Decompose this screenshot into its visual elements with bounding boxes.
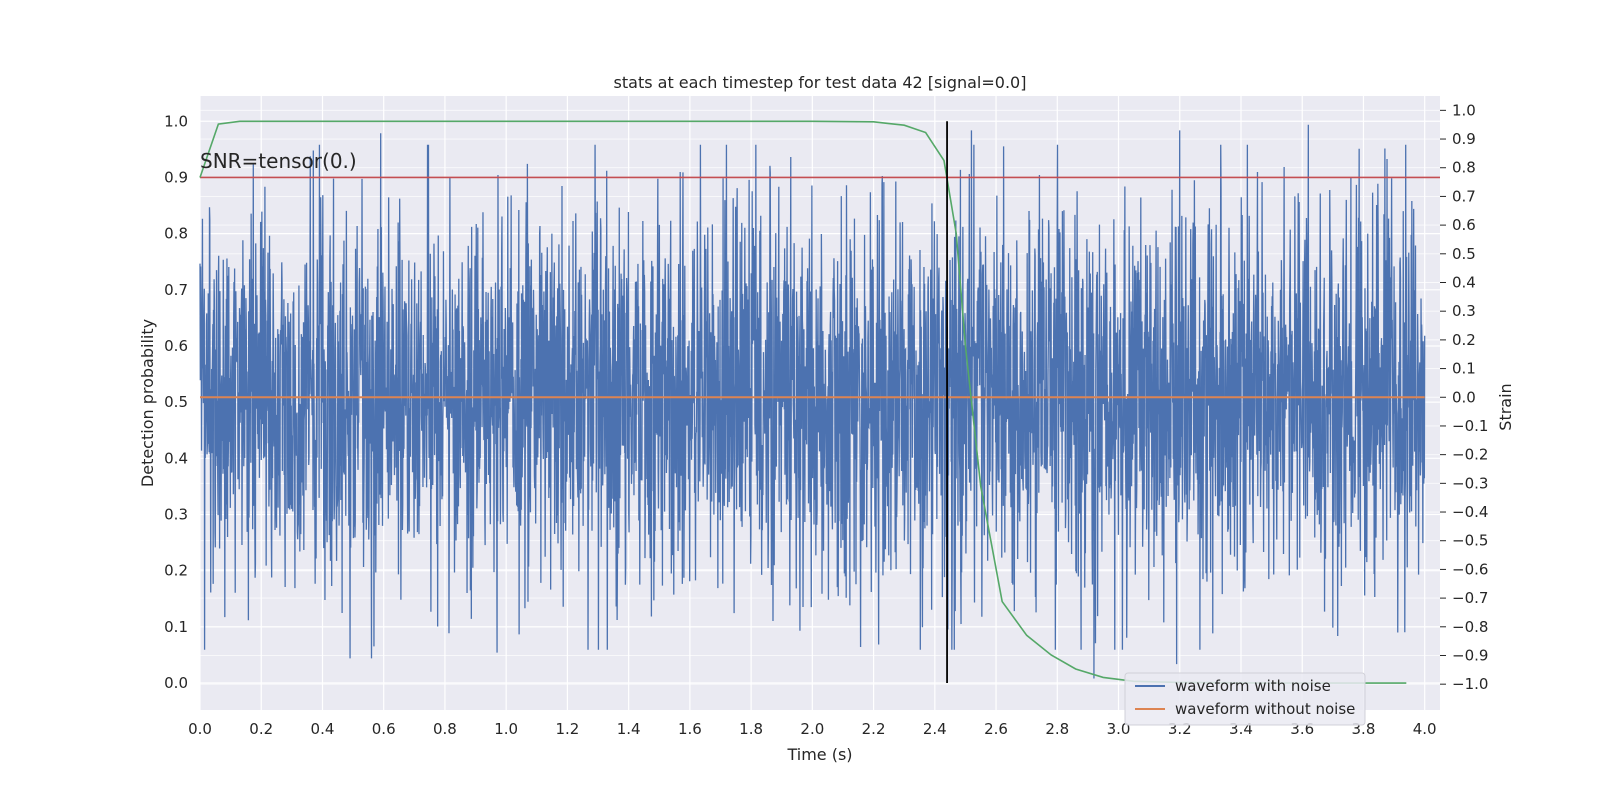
- y2-axis-ticks: −1.0 −0.9 −0.8 −0.7 −0.6 −0.5 −0.4 −0.3 −0.2 −0.1…: [1440, 101, 1488, 693]
- y-axis-label: Detection probability: [138, 319, 157, 487]
- x-tick-label: 0.8: [433, 720, 457, 738]
- y2-tick-label: 0.5: [1452, 245, 1476, 263]
- y2-tick-label: 1.0: [1452, 101, 1476, 119]
- x-tick-label: 3.0: [1107, 720, 1131, 738]
- y2-tick-label: 0.6: [1452, 216, 1476, 234]
- y2-tick-label: −0.3: [1452, 474, 1488, 492]
- legend-label-noise: waveform with noise: [1175, 677, 1331, 695]
- x-tick-label: 2.6: [984, 720, 1008, 738]
- x-tick-label: 0.0: [188, 720, 212, 738]
- chart-title: stats at each timestep for test data 42 …: [614, 73, 1027, 92]
- y-axis-ticks: 0.0 0.1 0.2 0.3 0.4 0.5 0.6 0.7 0.8 0.9 1.0: [164, 112, 188, 692]
- x-tick-label: 0.6: [372, 720, 396, 738]
- y-tick-label: 0.8: [164, 225, 188, 243]
- y-tick-label: 0.2: [164, 562, 188, 580]
- x-tick-label: 1.4: [617, 720, 641, 738]
- x-tick-label: 1.6: [678, 720, 702, 738]
- y-tick-label: 0.1: [164, 618, 188, 636]
- y2-tick-label: 0.1: [1452, 360, 1476, 378]
- y-tick-label: 1.0: [164, 112, 188, 130]
- y2-tick-label: −0.6: [1452, 560, 1488, 578]
- x-tick-label: 1.2: [555, 720, 579, 738]
- data-layer: [199, 120, 1440, 684]
- y2-tick-label: −0.1: [1452, 417, 1488, 435]
- legend-label-clean: waveform without noise: [1175, 700, 1355, 718]
- x-axis-label: Time (s): [786, 745, 852, 764]
- x-tick-label: 2.2: [862, 720, 886, 738]
- snr-annotation: SNR=tensor(0.): [200, 149, 357, 173]
- y2-tick-label: 0.7: [1452, 187, 1476, 205]
- y-tick-label: 0.4: [164, 449, 188, 467]
- y2-tick-label: 0.3: [1452, 302, 1476, 320]
- x-tick-label: 2.4: [923, 720, 947, 738]
- series-detection-probability: [199, 120, 1407, 684]
- y2-tick-label: 0.4: [1452, 273, 1476, 291]
- y2-tick-label: 0.0: [1452, 388, 1476, 406]
- series-waveform-with-noise: [199, 124, 1426, 679]
- y2-tick-label: 0.2: [1452, 331, 1476, 349]
- x-tick-label: 0.4: [311, 720, 335, 738]
- y2-axis-label: Strain: [1496, 383, 1515, 430]
- x-tick-label: 2.8: [1045, 720, 1069, 738]
- y2-tick-label: −0.7: [1452, 589, 1488, 607]
- y2-tick-label: −0.2: [1452, 446, 1488, 464]
- y2-tick-label: 0.8: [1452, 159, 1476, 177]
- y-tick-label: 0.7: [164, 281, 188, 299]
- y2-tick-label: −0.5: [1452, 532, 1488, 550]
- y-tick-label: 0.0: [164, 674, 188, 692]
- y2-tick-label: 0.9: [1452, 130, 1476, 148]
- y-tick-label: 0.6: [164, 337, 188, 355]
- y2-tick-label: −0.8: [1452, 618, 1488, 636]
- y2-tick-label: −0.4: [1452, 503, 1488, 521]
- legend: waveform with noise waveform without noi…: [1124, 672, 1366, 726]
- x-tick-label: 2.0: [800, 720, 824, 738]
- y-tick-label: 0.9: [164, 168, 188, 186]
- x-tick-label: 0.2: [249, 720, 273, 738]
- y-tick-label: 0.3: [164, 506, 188, 524]
- y2-tick-label: −0.9: [1452, 646, 1488, 664]
- y2-tick-label: −1.0: [1452, 675, 1488, 693]
- x-tick-label: 1.0: [494, 720, 518, 738]
- x-tick-label: 4.0: [1413, 720, 1437, 738]
- x-tick-label: 1.8: [739, 720, 763, 738]
- y-tick-label: 0.5: [164, 393, 188, 411]
- legend-box: [1124, 672, 1366, 726]
